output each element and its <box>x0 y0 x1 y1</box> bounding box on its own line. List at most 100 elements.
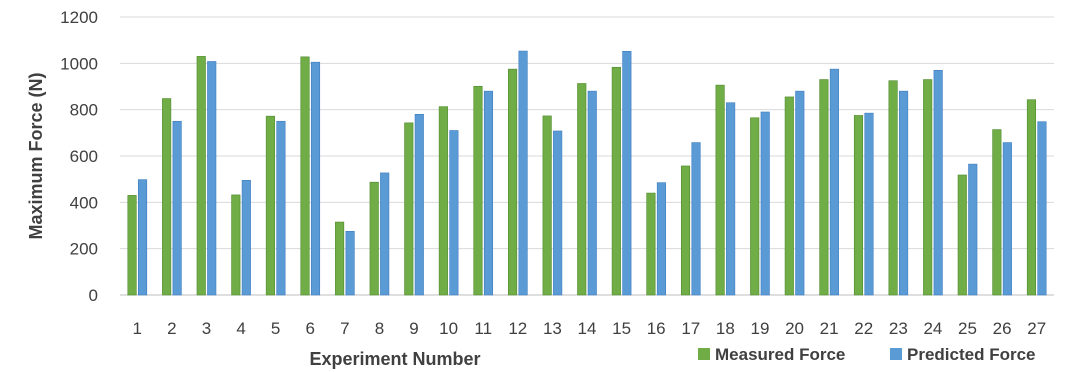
x-tick-label: 5 <box>271 319 280 338</box>
bar-measured <box>993 130 1002 295</box>
bar-predicted <box>830 69 839 295</box>
x-tick-label: 4 <box>236 319 245 338</box>
x-tick-label: 2 <box>167 319 176 338</box>
bar-predicted <box>588 91 597 295</box>
bar-predicted <box>207 61 216 295</box>
bar-measured <box>405 123 414 295</box>
legend: Measured Force Predicted Force <box>698 345 1036 364</box>
bar-measured <box>958 175 967 295</box>
bar-predicted <box>311 62 320 295</box>
bar-measured <box>647 193 656 295</box>
bar-measured <box>820 80 829 295</box>
y-tick-label: 200 <box>70 240 98 259</box>
bar-predicted <box>450 131 459 295</box>
bar-measured <box>370 182 379 295</box>
x-tick-label: 6 <box>306 319 315 338</box>
bar-measured <box>128 195 137 295</box>
x-tick-label: 26 <box>993 319 1012 338</box>
x-tick-label: 8 <box>375 319 384 338</box>
bar-measured <box>923 80 932 295</box>
x-tick-label: 22 <box>854 319 873 338</box>
bar-measured <box>335 222 344 295</box>
bars-layer <box>128 51 1046 295</box>
bar-predicted <box>761 112 770 295</box>
bar-measured <box>578 83 587 295</box>
x-tick-label: 11 <box>474 319 492 338</box>
y-tick-label: 1000 <box>60 54 98 73</box>
x-tick-labels: 1 2 3 4 5 6 7 8 9 10 11 12 13 14 15 16 17 18 19 20 21 22 23 24 2… <box>133 319 1047 338</box>
x-tick-label: 17 <box>681 319 700 338</box>
bar-predicted <box>242 180 251 295</box>
x-tick-label: 10 <box>439 319 458 338</box>
bar-predicted <box>173 121 182 295</box>
legend-swatch-predicted <box>890 348 902 360</box>
y-tick-label: 0 <box>89 286 98 305</box>
x-tick-label: 14 <box>578 319 597 338</box>
bar-predicted <box>692 143 701 295</box>
bar-measured <box>750 118 759 295</box>
x-tick-label: 12 <box>508 319 527 338</box>
bar-predicted <box>1003 143 1012 295</box>
bar-predicted <box>484 91 493 295</box>
x-tick-label: 13 <box>543 319 562 338</box>
y-tick-label: 400 <box>70 193 98 212</box>
x-tick-label: 1 <box>133 319 142 338</box>
grid-layer <box>120 17 1054 295</box>
y-tick-label: 1200 <box>60 8 98 27</box>
bar-predicted <box>657 183 666 295</box>
x-tick-label: 16 <box>647 319 666 338</box>
bar-measured <box>197 56 206 295</box>
bar-predicted <box>726 103 735 295</box>
x-axis-title: Experiment Number <box>309 349 480 369</box>
bar-measured <box>1027 100 1036 295</box>
bar-measured <box>439 107 448 295</box>
bar-predicted <box>865 113 874 295</box>
y-tick-label: 600 <box>70 147 98 166</box>
bar-measured <box>301 57 310 295</box>
legend-label-predicted: Predicted Force <box>907 345 1036 364</box>
bar-measured <box>681 166 690 295</box>
bar-predicted <box>1038 122 1047 295</box>
bar-predicted <box>277 121 286 295</box>
x-tick-label: 9 <box>409 319 418 338</box>
bar-measured <box>508 69 517 295</box>
x-tick-label: 27 <box>1027 319 1046 338</box>
x-tick-label: 3 <box>202 319 211 338</box>
bar-measured <box>162 99 171 295</box>
x-tick-label: 20 <box>785 319 804 338</box>
bar-predicted <box>796 91 805 295</box>
bar-predicted <box>519 51 528 295</box>
bar-measured <box>543 116 552 295</box>
bar-predicted <box>380 173 389 295</box>
bar-measured <box>474 86 483 295</box>
x-tick-label: 7 <box>340 319 349 338</box>
y-tick-label: 800 <box>70 101 98 120</box>
bar-measured <box>612 67 621 295</box>
bar-predicted <box>623 51 632 295</box>
bar-measured <box>889 81 898 295</box>
x-tick-label: 23 <box>889 319 908 338</box>
legend-swatch-measured <box>698 348 710 360</box>
y-tick-labels: 0 200 400 600 800 1000 1200 <box>60 8 98 305</box>
legend-label-measured: Measured Force <box>715 345 845 364</box>
bar-predicted <box>934 70 943 295</box>
x-tick-label: 19 <box>751 319 770 338</box>
bar-predicted <box>899 91 908 295</box>
x-tick-label: 24 <box>923 319 942 338</box>
bar-predicted <box>346 231 355 295</box>
bar-measured <box>854 115 863 295</box>
x-tick-label: 15 <box>612 319 631 338</box>
bar-measured <box>232 195 241 295</box>
bar-measured <box>785 97 794 295</box>
bar-predicted <box>553 131 562 295</box>
x-tick-label: 18 <box>716 319 735 338</box>
bar-predicted <box>415 114 424 295</box>
bar-predicted <box>969 164 978 295</box>
bar-measured <box>266 116 275 295</box>
y-axis-title: Maximum Force (N) <box>26 72 46 239</box>
bar-predicted <box>138 180 147 295</box>
x-tick-label: 25 <box>958 319 977 338</box>
bar-measured <box>716 85 725 295</box>
